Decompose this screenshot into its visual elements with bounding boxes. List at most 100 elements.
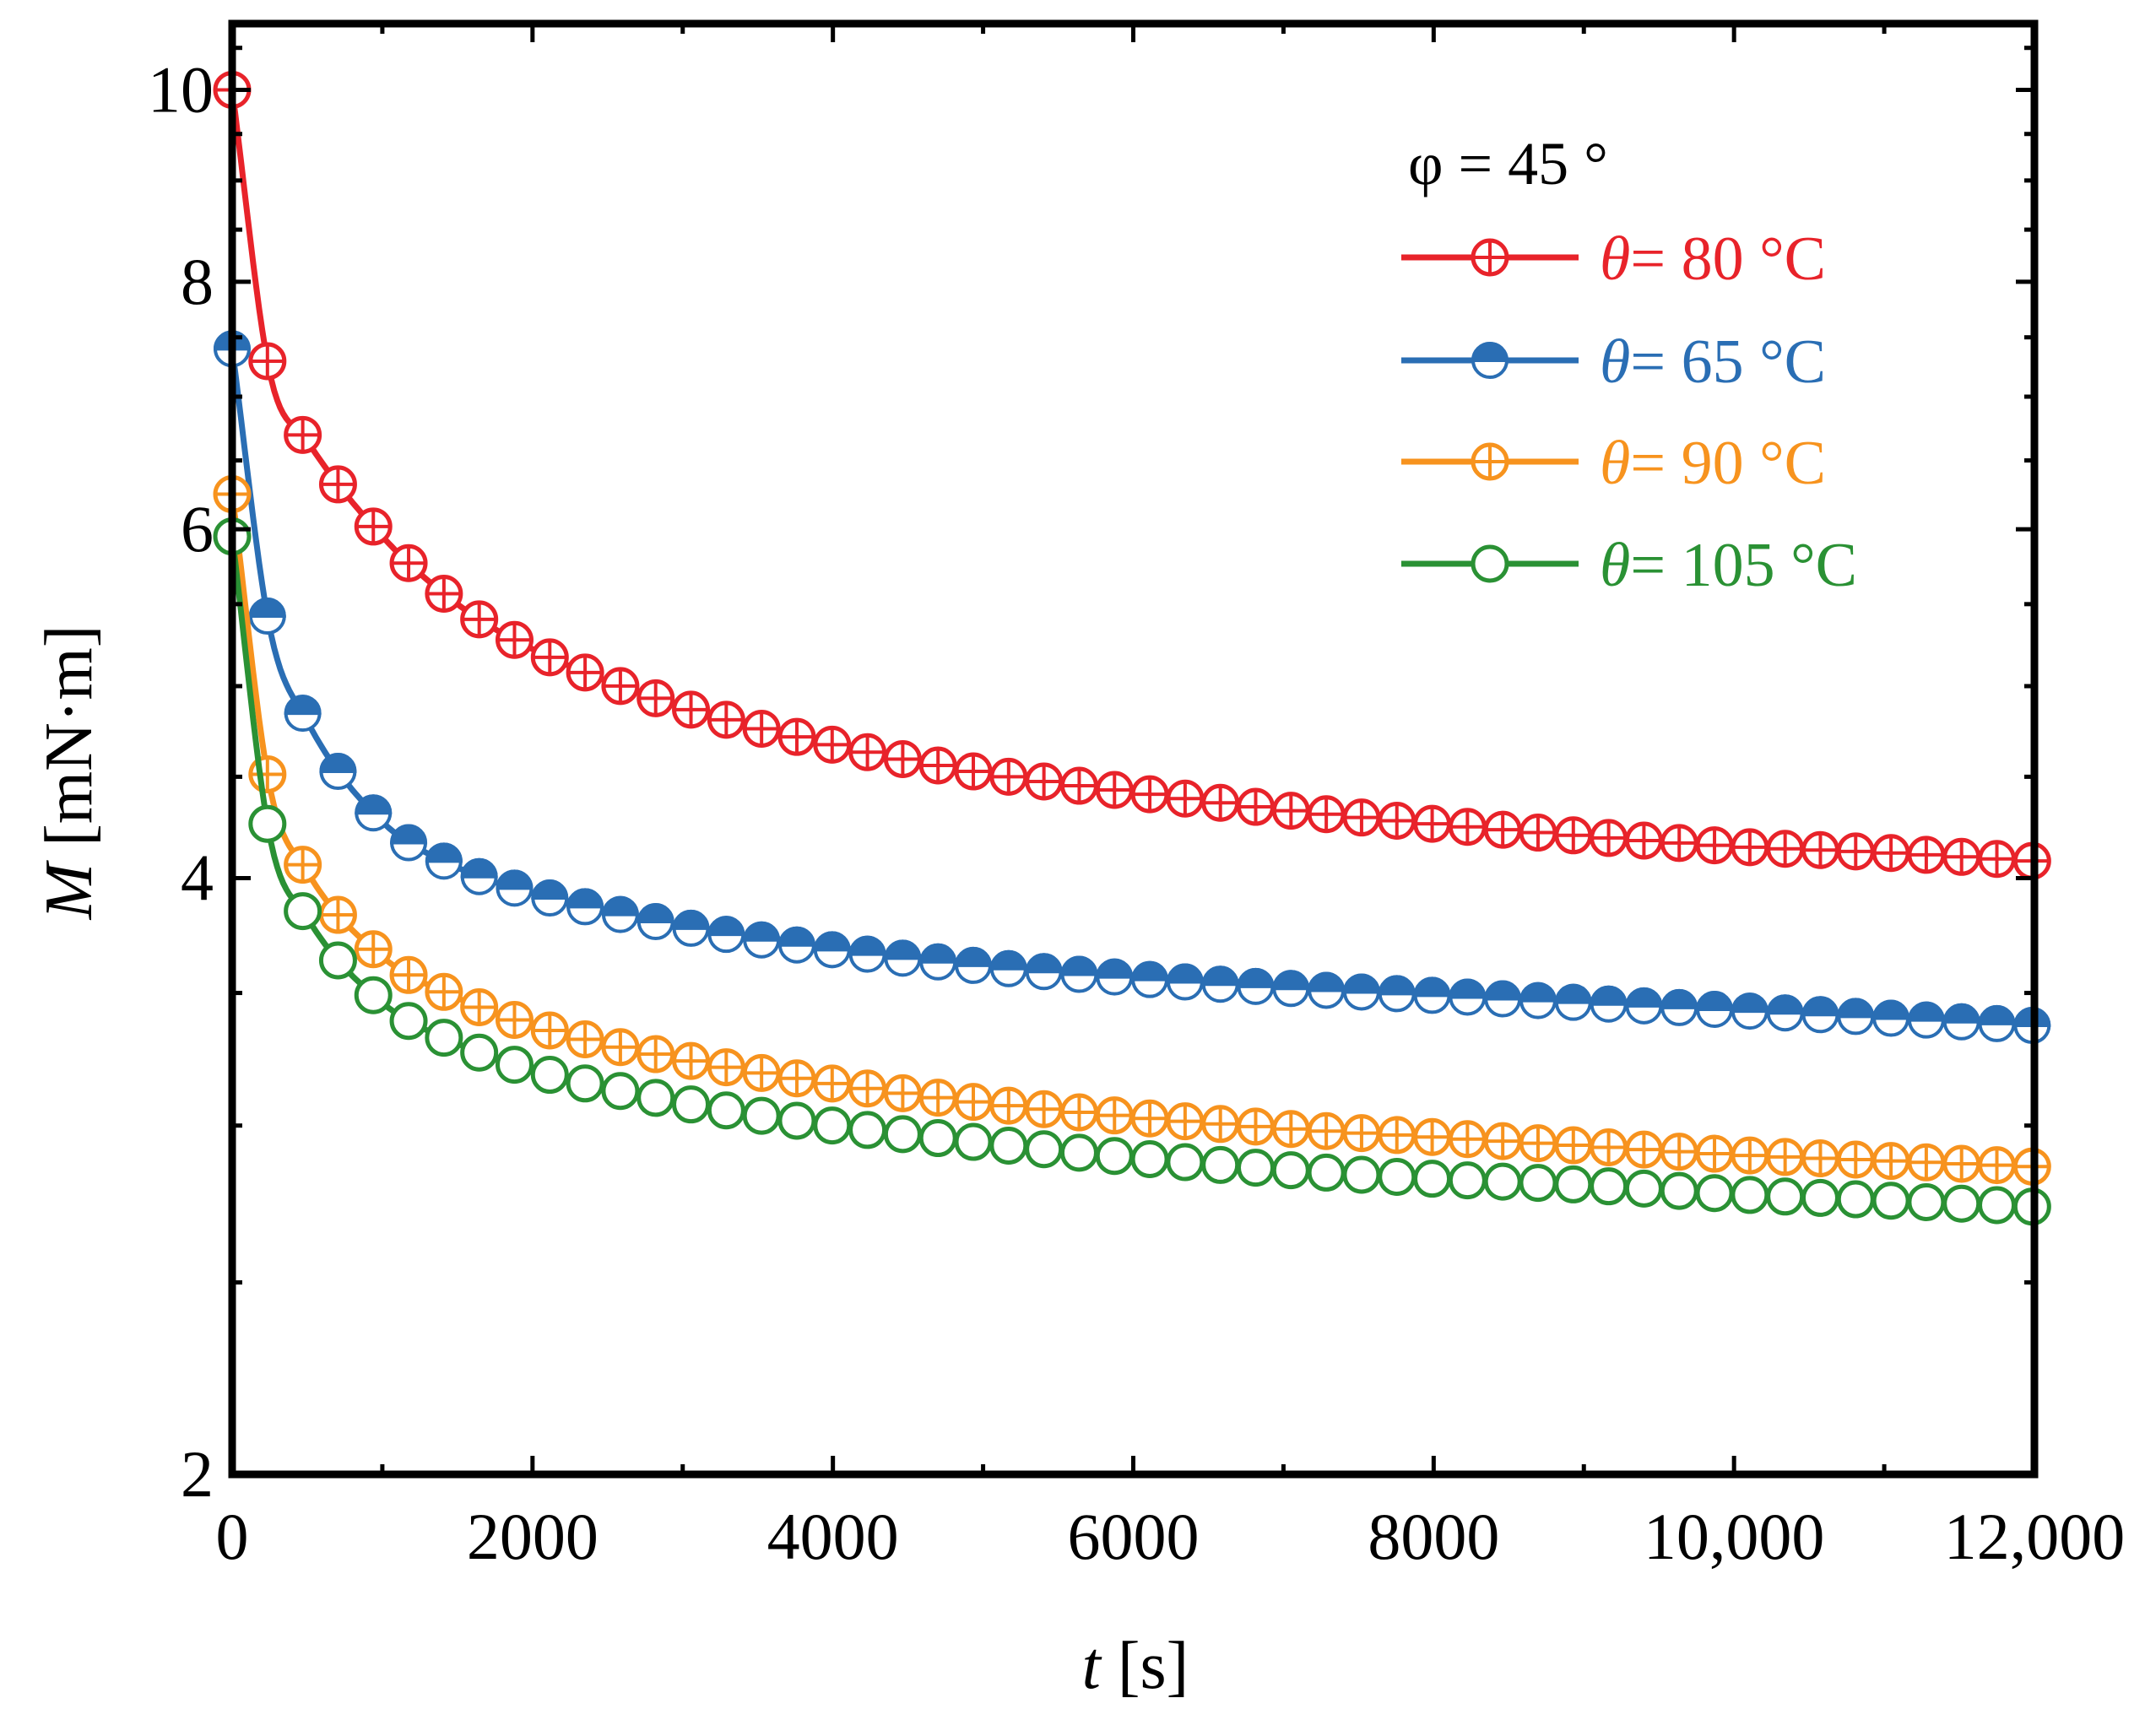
data-point (1942, 1144, 1981, 1183)
data-point (1695, 1134, 1734, 1173)
data-point (1519, 1164, 1557, 1203)
data-point (707, 1048, 745, 1087)
data-point (672, 690, 711, 729)
x-axis-label: t [s] (1082, 1629, 1189, 1703)
data-point (742, 709, 781, 748)
data-point (918, 1119, 957, 1158)
data-point (1166, 963, 1204, 1001)
data-point (425, 972, 463, 1011)
data-point (1731, 1176, 1769, 1214)
data-point (425, 574, 463, 613)
data-point (1025, 1090, 1064, 1128)
x-tick-label: 12,000 (1944, 1500, 2126, 1573)
data-point (777, 1059, 816, 1098)
data-point (1907, 1143, 1946, 1182)
data-point (460, 987, 499, 1026)
data-point (284, 846, 322, 884)
data-point (1307, 1153, 1346, 1192)
data-point (813, 725, 852, 764)
data-point (248, 342, 287, 381)
data-point (1978, 1146, 2017, 1185)
data-point (530, 1011, 569, 1050)
legend-label: θ= 80 °C (1600, 224, 1826, 294)
data-point (848, 1111, 887, 1149)
data-point (636, 1079, 675, 1117)
data-point (460, 600, 499, 639)
data-point (1695, 1174, 1734, 1213)
data-point (1695, 826, 1734, 865)
data-point (1201, 965, 1239, 1003)
data-point (389, 1002, 428, 1041)
data-point (1271, 1151, 1310, 1190)
data-point (530, 1056, 569, 1095)
data-point (566, 1064, 604, 1103)
data-point (813, 1106, 852, 1145)
legend-item-2: θ= 65 °C (1401, 327, 1826, 397)
data-point (1907, 1001, 1945, 1039)
data-point (1130, 775, 1169, 814)
data-point (1836, 832, 1875, 871)
data-point (883, 739, 922, 778)
data-point (1271, 1110, 1310, 1149)
data-point (1378, 975, 1416, 1013)
data-point (955, 946, 993, 984)
data-point (1413, 804, 1452, 843)
data-point (1448, 1120, 1487, 1159)
data-point (1624, 1169, 1663, 1208)
data-point (707, 700, 745, 739)
data-point (355, 794, 393, 832)
data-point (1554, 1126, 1593, 1165)
data-point (848, 733, 887, 771)
data-point (425, 842, 463, 880)
data-point (1590, 1128, 1628, 1167)
legend-item-4: θ= 105 °C (1401, 531, 1857, 600)
data-point (1590, 985, 1628, 1023)
data-point (354, 507, 393, 546)
data-point (1836, 1180, 1875, 1219)
data-point (813, 1064, 852, 1103)
legend: φ = 45 ° θ= 80 °C θ= 65 °C θ= 90 °C θ= 105 … (1401, 130, 1857, 600)
data-point (1378, 1157, 1416, 1196)
data-point (1413, 1160, 1452, 1198)
data-point (1060, 955, 1098, 993)
data-point (1342, 1155, 1381, 1194)
data-point (284, 695, 322, 733)
legend-label: θ= 65 °C (1600, 327, 1826, 397)
data-point (1907, 1182, 1946, 1221)
data-point (777, 926, 815, 964)
data-point (1307, 795, 1346, 834)
data-point (1978, 1004, 2016, 1042)
data-point (1660, 824, 1698, 863)
data-point (248, 598, 286, 635)
data-point (530, 638, 569, 677)
data-point (318, 895, 357, 934)
data-point (636, 1035, 675, 1074)
data-point (1166, 779, 1205, 818)
data-point (1554, 983, 1592, 1021)
data-point (354, 930, 393, 969)
legend-title: φ = 45 ° (1408, 130, 1608, 197)
data-point (1342, 1114, 1381, 1153)
y-tick-label: 2 (181, 1437, 214, 1511)
data-point (1471, 544, 1509, 583)
data-point (1978, 840, 2017, 879)
data-point (1130, 1099, 1169, 1138)
data-point (1483, 1122, 1522, 1160)
data-point (1836, 1140, 1875, 1179)
data-point (1059, 1133, 1098, 1172)
data-point (1731, 1136, 1769, 1175)
data-point (989, 757, 1028, 796)
data-point (1272, 970, 1310, 1008)
data-point (1471, 238, 1509, 277)
y-axis-unit: [mN·m] (32, 625, 106, 863)
data-point (1837, 998, 1875, 1036)
data-point (1095, 1096, 1134, 1135)
data-point (1025, 1130, 1064, 1169)
data-point (918, 746, 957, 785)
data-point (1660, 1133, 1698, 1171)
y-tick-label: 10 (148, 52, 214, 126)
data-point (601, 1028, 640, 1067)
series-2 (213, 330, 2051, 1045)
data-point (1307, 1111, 1346, 1150)
